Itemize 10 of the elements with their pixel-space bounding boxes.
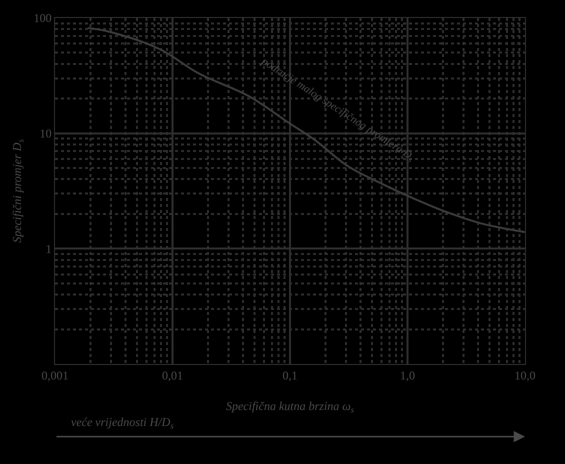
y-tick-label: 1 [46,242,52,256]
x-tick-label: 1,0 [400,368,415,382]
y-tick-label: 10 [40,126,52,141]
x-axis-title: Specifična kutna brzina ω$_{s}$ [226,399,354,415]
x-tick-label: 10,0 [514,368,536,382]
text: veće vrijednosti H/D$_{s}$ [71,415,174,431]
y-tick-label: 100 [34,11,52,26]
x-tick-label: 0,01 [162,368,183,382]
x-tick-label: 0,1 [282,368,298,382]
x-tick-label: 0,001 [42,368,68,382]
